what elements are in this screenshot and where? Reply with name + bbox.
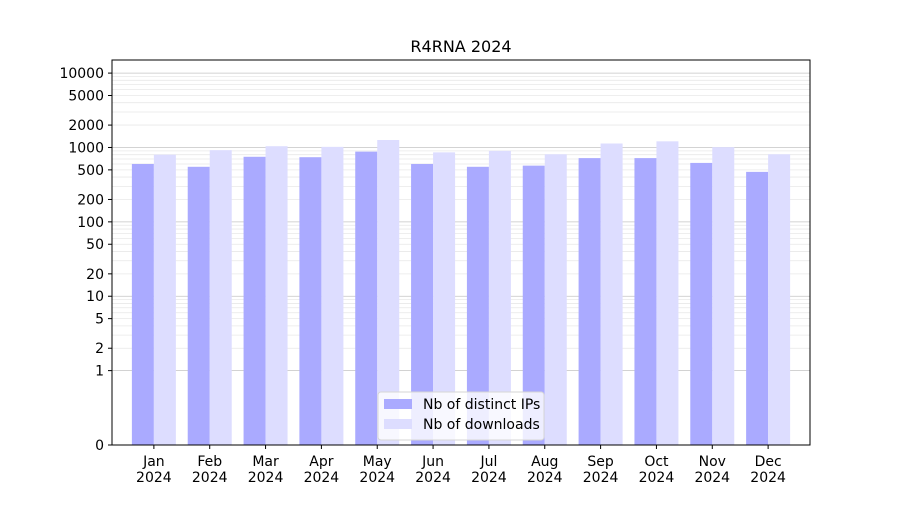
y-tick-label: 2 [95,341,104,357]
bar-distinct-ips [690,162,713,445]
legend-swatch [384,399,412,409]
x-tick-label: Jun 2024 [415,454,451,486]
chart-title: R4RNA 2024 [410,37,511,56]
bar-downloads [265,146,288,445]
x-tick-label: Aug 2024 [527,454,563,486]
x-tick-label: Dec 2024 [750,454,786,486]
x-tick-label: Oct 2024 [639,454,675,486]
y-tick-label: 5 [95,312,104,328]
bar-distinct-ips [187,166,210,445]
y-tick-label: 1000 [68,140,104,156]
legend-swatch [384,419,412,429]
bar-downloads [712,147,735,445]
bar-downloads [153,154,176,445]
y-tick-label: 10000 [59,66,104,82]
y-tick-label: 5000 [68,88,104,104]
y-tick-label: 1 [95,364,104,380]
bar-distinct-ips [746,171,769,445]
bar-distinct-ips [522,165,545,445]
bar-downloads [321,146,344,446]
bar-downloads [768,154,791,445]
bar-downloads [209,150,232,445]
x-tick-label: Jan 2024 [136,454,172,486]
legend-label: Nb of downloads [423,417,540,433]
bar-downloads [656,141,679,445]
y-tick-label: 10 [86,289,104,305]
bar-distinct-ips [634,158,657,445]
y-tick-label: 200 [77,192,104,208]
y-tick-label: 0 [95,438,104,454]
y-tick-label: 50 [86,237,104,253]
bar-downloads [600,143,623,445]
bar-distinct-ips [131,163,154,445]
bar-distinct-ips [466,166,489,445]
bar-downloads [544,154,567,445]
legend-label: Nb of distinct IPs [423,397,540,413]
bar-distinct-ips [355,151,378,445]
y-tick-label: 2000 [68,118,104,134]
axes: 0 1 2 5 10 20 50 100 200 500 1000 2000 5000 10000 Jan 2… [59,59,811,486]
x-tick-label: Jul 2024 [471,454,507,486]
y-tick-label: 20 [86,267,104,283]
bar-downloads [377,140,400,446]
x-tick-label: Apr 2024 [304,454,340,486]
x-tick-label: Sep 2024 [583,454,619,486]
legend-box [377,391,545,441]
y-tick-label: 100 [77,215,104,231]
bars [131,140,791,446]
bar-distinct-ips [299,157,322,445]
bar-downloads [488,150,511,446]
bar-downloads [433,152,456,446]
x-tick-label: Mar 2024 [248,454,284,486]
bar-distinct-ips [243,156,266,446]
x-tick-label: Feb 2024 [192,454,228,486]
y-tick-label: 500 [77,163,104,179]
legend: Nb of distinct IPs Nb of downloads [377,391,545,441]
bar-distinct-ips [411,163,434,445]
plot-frame [111,59,811,446]
x-tick-label: May 2024 [359,454,395,486]
x-tick-label: Nov 2024 [694,454,730,486]
bar-distinct-ips [578,158,601,445]
